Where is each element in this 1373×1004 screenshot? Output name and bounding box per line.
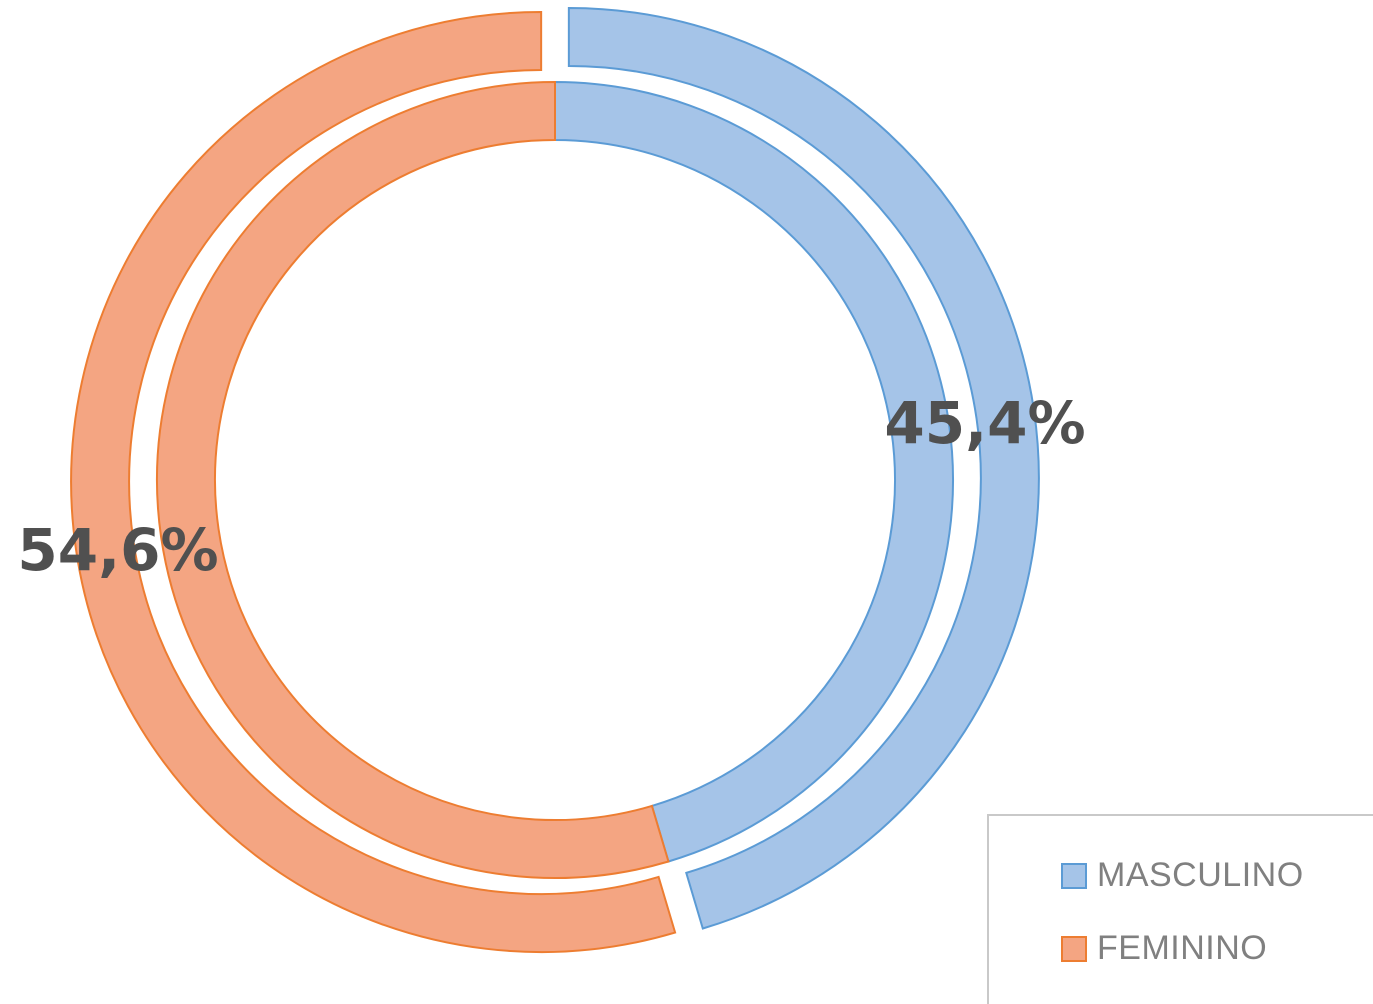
legend-label-feminino: FEMININO (1097, 929, 1268, 967)
data-labels: 45,4% 54,6% (17, 389, 1085, 584)
inner-ring-slice-feminino (156, 80, 670, 879)
rings (70, 6, 1040, 953)
legend-label-masculino: MASCULINO (1097, 856, 1304, 894)
legend-swatch-feminino (1061, 935, 1087, 962)
legend: MASCULINO FEMININO (987, 814, 1373, 1004)
legend-item-feminino: FEMININO (1061, 929, 1267, 968)
data-label-masculino: 45,4% (884, 389, 1085, 457)
outer-ring-slice-masculino (567, 6, 1040, 930)
data-label-feminino: 54,6% (17, 516, 218, 584)
inner-ring-slice-masculino (554, 80, 955, 863)
outer-ring-slice-feminino (70, 11, 677, 953)
legend-swatch-masculino (1061, 862, 1087, 889)
legend-item-masculino: MASCULINO (1061, 856, 1304, 895)
